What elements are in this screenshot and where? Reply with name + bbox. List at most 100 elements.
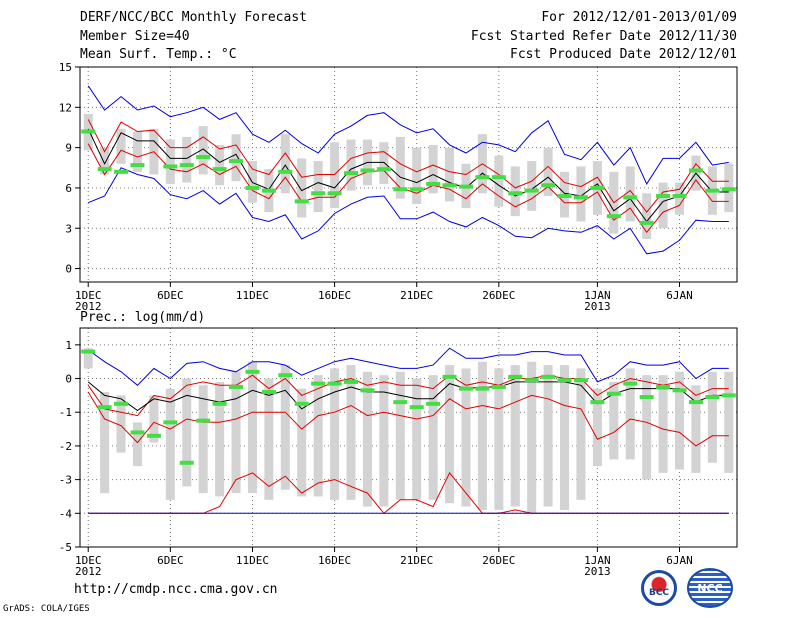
precip-spread-box [412,378,422,500]
temp-observed-marker [376,167,391,172]
precip-lower-band-line [87,391,729,447]
precip-observed-marker [721,393,736,398]
temp-spread-box [576,166,586,222]
temp-upper-band-line [87,119,729,213]
temp-observed-marker [196,155,211,160]
precip-spread-box [362,371,372,507]
temp-spread-box [198,126,208,175]
precip-spread-box [477,361,487,510]
precip-spread-box [576,368,586,500]
temp-spread-box [379,142,389,184]
header-product-title: DERF/NCC/BCC Monthly Forecast [80,10,307,25]
temp-observed-marker [606,214,621,219]
precip-spread-box [428,375,438,500]
temp-observed-marker [114,169,129,174]
precip-spread-box [247,361,257,494]
precip-xtick-label: 6DEC [157,554,184,567]
temp-ensemble-mean-line [87,128,729,223]
temp-observed-marker [458,184,473,189]
precip-observed-marker [541,374,556,379]
precip-spread-box [264,378,274,500]
precip-ytick-label: -5 [59,541,72,554]
temp-spread-box [346,139,356,191]
precip-ytick-label: 0 [65,373,72,386]
temp-observed-marker [261,188,276,193]
precip-spread-box [691,385,701,473]
precip-spread-box [231,371,241,494]
precip-observed-marker [360,388,375,393]
precip-spread-box [724,371,734,473]
temp-observed-marker [541,183,556,188]
precip-observed-marker [491,384,506,389]
precip-spread-box [149,395,159,443]
precip-spread-box [83,348,93,369]
precip-observed-marker [688,400,703,405]
precip-spread-box [116,395,126,453]
precip-observed-marker [97,405,112,410]
temp-observed-marker [557,194,572,198]
precip-panel-title: Prec.: log(mm/d) [80,310,206,325]
precip-ensemble-max-line [87,347,729,386]
temp-spread-box [280,134,290,194]
precip-observed-marker [623,381,638,386]
temp-spread-box [494,155,504,207]
precip-spread-box [527,361,537,514]
precip-observed-marker [409,405,424,410]
precip-observed-marker [229,384,244,389]
temp-xtick-label: 16DEC [318,289,351,302]
footer-credit: GrADS: COLA/IGES [3,604,90,614]
temp-observed-marker [656,194,671,198]
temp-observed-marker [81,129,96,134]
temp-observed-marker [639,220,654,225]
precip-spread-box [658,375,668,473]
temp-observed-marker [721,187,736,192]
temp-spread-box [543,147,553,196]
temp-xtick-label: 1DEC [75,289,102,302]
temp-observed-marker [311,191,326,196]
precip-observed-marker [656,384,671,389]
temp-observed-marker [179,163,194,168]
temp-observed-marker [688,168,703,173]
temp-ytick-label: 0 [65,263,72,276]
temp-spread-box [297,158,307,218]
precip-xtick-year-label: 2012 [75,565,102,578]
header-produced-date: Fcst Produced Date 2012/12/01 [510,47,737,62]
precip-spread-box [494,368,504,510]
precip-observed-marker [508,374,523,379]
temp-observed-marker [327,191,342,196]
precip-observed-marker [606,391,621,396]
temp-spread-box [527,161,537,211]
precip-spread-box [625,368,635,460]
temp-xtick-year-label: 2012 [75,300,102,313]
temp-xtick-year-label: 2013 [584,300,611,313]
precip-xtick-label: 11DEC [236,554,269,567]
precip-xtick-year-label: 2013 [584,565,611,578]
footer-url[interactable]: http://cmdp.ncc.cma.gov.cn [74,582,278,597]
precip-xtick-label: 1JAN [584,554,611,567]
precip-observed-marker [163,420,178,425]
temp-spread-box [165,139,175,184]
precip-xtick-label: 6JAN [666,554,693,567]
precip-spread-box [674,371,685,470]
precip-observed-marker [146,433,161,438]
temp-spread-box [510,166,520,217]
precip-spread-box [330,368,340,500]
precip-observed-marker [196,418,211,423]
precip-spread-box [510,365,520,507]
precip-observed-marker [705,395,720,400]
precip-observed-marker [311,381,326,386]
temp-spread-box [625,166,635,222]
temp-spread-box [132,131,143,172]
precip-observed-marker [573,378,588,383]
temp-observed-marker [245,185,260,190]
precip-spread-box [165,388,175,500]
temp-observed-marker [130,163,145,168]
temp-observed-marker [508,191,523,196]
temp-ensemble-min-line [88,167,729,255]
precip-spread-box [395,371,405,500]
temp-observed-marker [573,195,588,200]
temp-spread-box [116,128,126,164]
temp-observed-marker [393,187,408,192]
